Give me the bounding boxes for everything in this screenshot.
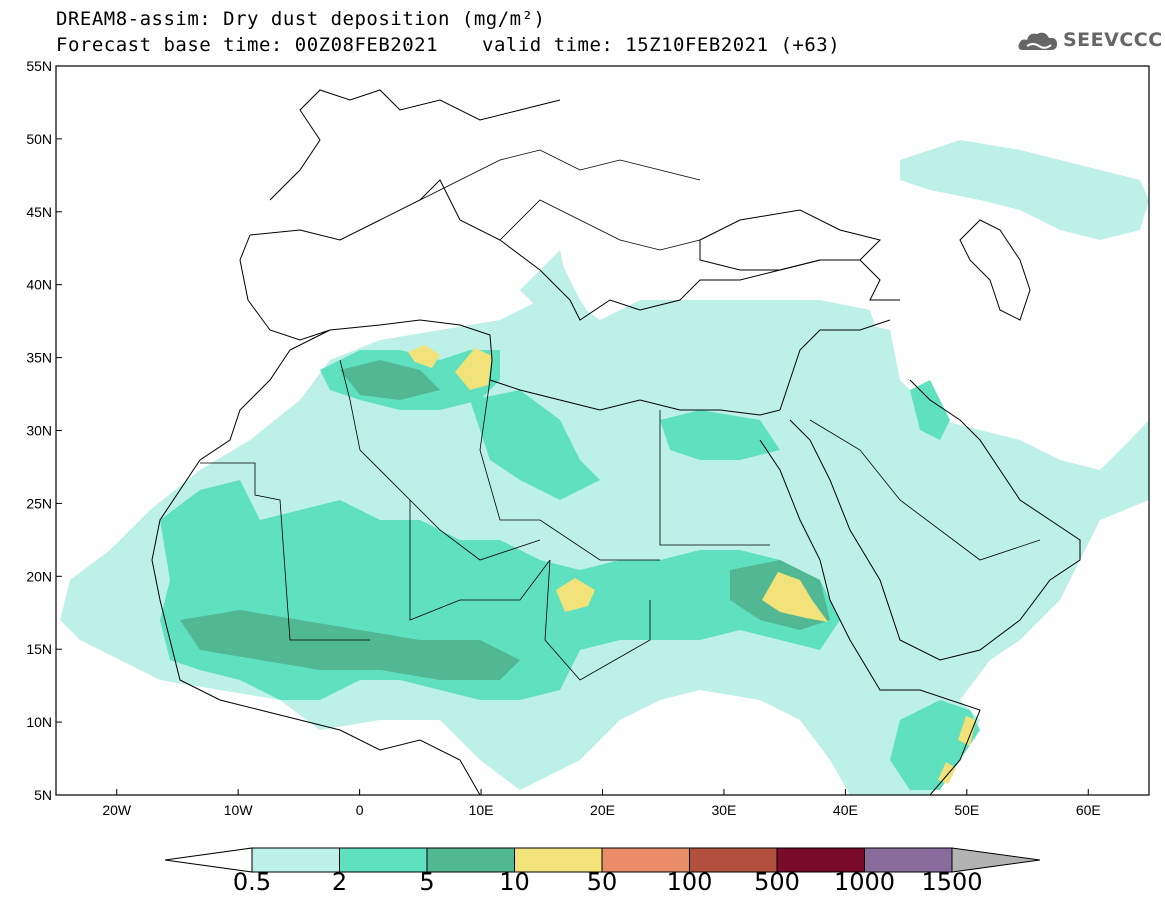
border-mauritania bbox=[200, 462, 370, 641]
border-europe-1 bbox=[419, 149, 701, 201]
latitude-axis: 5N 10N 15N 20N 25N 30N 35N 40N 45N 50N 55N bbox=[26, 58, 62, 803]
seevccc-logo: SEEVCCC bbox=[1017, 26, 1162, 56]
lat-tick-label: 10N bbox=[26, 714, 52, 730]
lon-tick-label: 20E bbox=[590, 802, 615, 818]
cloud-logo-icon bbox=[1018, 32, 1057, 50]
lon-tick-label: 60E bbox=[1076, 802, 1101, 818]
border-mali-niger bbox=[409, 500, 551, 621]
dust-level-4-somalia bbox=[958, 716, 976, 746]
colorbar-level-label: 10 bbox=[499, 868, 530, 896]
dust-level-4-somalia-south bbox=[938, 762, 956, 784]
lat-tick-label: 15N bbox=[26, 641, 52, 657]
colorbar-swatch bbox=[339, 847, 428, 873]
border-libya bbox=[479, 379, 660, 561]
colorbar-swatch bbox=[251, 847, 340, 873]
lat-tick-label: 55N bbox=[26, 58, 52, 74]
border-egypt bbox=[659, 410, 770, 546]
coastline-caspian bbox=[959, 219, 1031, 321]
longitude-axis: 20W 10W 0 10E 20E 30E 40E 50E 60E bbox=[102, 789, 1101, 818]
dust-level-1-north bbox=[900, 140, 1149, 240]
colorbar-level-label: 500 bbox=[754, 868, 800, 896]
dust-level-1-med bbox=[520, 250, 880, 360]
dust-level-2-libya bbox=[470, 390, 600, 500]
dust-level-2-horn bbox=[890, 700, 980, 790]
dust-level-2-gulf bbox=[910, 380, 950, 440]
coastlines bbox=[151, 89, 1081, 795]
colorbar-swatch bbox=[776, 847, 865, 873]
lat-tick-label: 20N bbox=[26, 568, 52, 584]
colorbar-level-label: 100 bbox=[666, 868, 713, 896]
dust-level-4-algeria bbox=[408, 345, 440, 368]
colorbar-swatch bbox=[514, 847, 603, 873]
colorbar-level-label: 1000 bbox=[833, 868, 896, 896]
colorbar-level-label: 1500 bbox=[921, 868, 983, 896]
coastline-north-africa bbox=[329, 319, 781, 416]
dust-level-2-egypt bbox=[660, 410, 780, 460]
lon-tick-label: 10E bbox=[469, 802, 494, 818]
dust-level-4-sudan bbox=[762, 572, 828, 622]
colorbar-swatch bbox=[864, 847, 953, 873]
lon-tick-label: 0 bbox=[356, 802, 364, 818]
dust-level-3-atlas bbox=[340, 360, 440, 400]
lon-tick-label: 40E bbox=[833, 802, 858, 818]
colorbar-level-label: 5 bbox=[419, 868, 435, 896]
border-saudi bbox=[809, 419, 1041, 561]
lat-tick-label: 40N bbox=[26, 277, 52, 293]
lon-tick-label: 30E bbox=[711, 802, 736, 818]
colorbar bbox=[164, 847, 1041, 873]
lat-tick-label: 5N bbox=[34, 787, 52, 803]
coastline-west-africa bbox=[151, 234, 481, 795]
colorbar-level-label: 2 bbox=[331, 868, 348, 896]
lat-tick-label: 35N bbox=[26, 350, 52, 366]
coastline-arabia bbox=[789, 379, 1081, 661]
coastline-north-europe bbox=[269, 89, 561, 201]
lat-tick-label: 30N bbox=[26, 423, 52, 439]
colorbar-right-arrow bbox=[951, 847, 1041, 873]
lat-tick-label: 50N bbox=[26, 131, 52, 147]
border-chad-sudan bbox=[544, 559, 651, 681]
borders bbox=[200, 149, 1041, 681]
lat-tick-label: 25N bbox=[26, 495, 52, 511]
coastline-red-sea bbox=[759, 439, 981, 795]
colorbar-level-label: 0.5 bbox=[232, 868, 272, 896]
colorbar-swatch bbox=[689, 847, 778, 873]
coastline-levant bbox=[779, 319, 891, 411]
forecast-base-time: Forecast base time: 00Z08FEB2021 bbox=[56, 34, 439, 56]
lon-tick-label: 50E bbox=[954, 802, 979, 818]
map-title: DREAM8-assim: Dry dust deposition (mg/m²… bbox=[56, 8, 546, 30]
colorbar-level-label: 50 bbox=[586, 868, 618, 896]
valid-time: valid time: 15Z10FEB2021 (+63) bbox=[482, 34, 841, 56]
lon-tick-label: 20W bbox=[102, 802, 132, 818]
dust-level-3-sahel bbox=[180, 610, 520, 680]
border-europe-2 bbox=[499, 199, 701, 251]
dust-level-4-chad bbox=[556, 578, 595, 612]
coastline-black-sea bbox=[699, 209, 881, 271]
lat-tick-label: 45N bbox=[26, 204, 52, 220]
dust-fields bbox=[60, 140, 1149, 795]
dust-level-4-tunisia bbox=[455, 348, 492, 390]
lon-tick-label: 10W bbox=[224, 802, 254, 818]
logo-text: SEEVCCC bbox=[1063, 29, 1163, 51]
